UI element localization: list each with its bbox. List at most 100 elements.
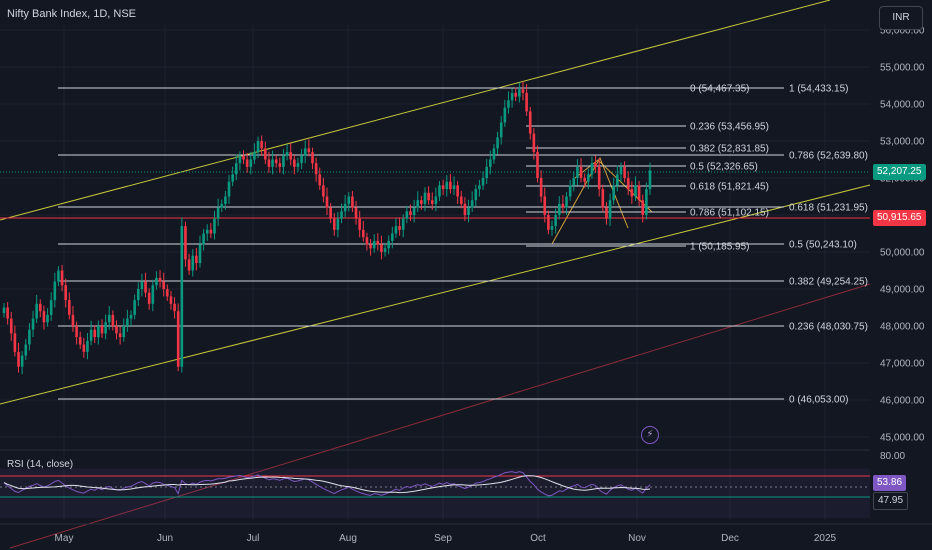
candle-body: [314, 163, 318, 175]
long-trend-line: [9, 283, 871, 549]
pattern-line: [551, 156, 629, 245]
time-tick-label: Dec: [721, 533, 739, 544]
candle-body: [576, 166, 579, 178]
candle-body: [492, 148, 496, 160]
candle-body: [536, 152, 539, 178]
candle-body: [224, 196, 227, 204]
candle-body: [405, 211, 409, 219]
candle-body: [648, 170, 652, 190]
rsi-top-tick: 80.00: [880, 451, 905, 462]
candle-body: [238, 155, 242, 164]
candle-body: [601, 189, 605, 208]
candle-body: [557, 203, 561, 215]
rsi-indicator-label[interactable]: RSI (14, close): [7, 459, 74, 470]
candle-body: [561, 203, 565, 208]
candle-body: [372, 240, 376, 249]
candle-body: [253, 152, 256, 160]
candle-body: [78, 337, 82, 345]
candle-body: [496, 137, 499, 149]
candle-body: [329, 207, 332, 219]
fib-left-label: 0 (54,467.35): [690, 84, 750, 95]
candle-body: [126, 318, 129, 326]
candle-body: [594, 163, 597, 167]
candle-body: [227, 181, 231, 197]
candle-body: [9, 318, 13, 334]
candle-body: [133, 300, 136, 315]
candle-body: [605, 207, 608, 219]
candle-body: [608, 200, 612, 219]
candle-body: [521, 89, 525, 93]
price-tick-label: 47,000.00: [880, 359, 925, 370]
candle-body: [612, 185, 616, 201]
candle-body: [438, 185, 441, 197]
rsi-signal-tag: 47.95: [873, 492, 909, 510]
channel-upper-line: [0, 0, 831, 221]
candle-body: [394, 226, 398, 234]
time-tick-label: May: [55, 533, 74, 544]
time-tick-label: Jun: [157, 533, 173, 544]
candle-body: [343, 203, 347, 212]
candle-body: [347, 196, 351, 204]
chart-title: Nifty Bank Index, 1D, NSE: [7, 8, 136, 20]
candle-body: [31, 318, 35, 330]
candle-body: [75, 326, 78, 338]
candle-body: [176, 311, 180, 367]
time-tick-label: Sep: [434, 533, 452, 544]
candle-body: [452, 185, 456, 190]
candle-body: [470, 200, 474, 208]
candle-body: [71, 314, 75, 326]
candle-body: [322, 185, 325, 197]
candle-body: [191, 255, 195, 271]
bolt-icon[interactable]: ⚡: [641, 426, 659, 444]
time-tick-label: Oct: [530, 533, 546, 544]
line-price-tag: 50,915.65: [873, 210, 926, 226]
fib-left-label: 0.236 (53,456.95): [690, 122, 769, 133]
last-price-tag: 52,207.25: [873, 164, 926, 180]
candle-body: [499, 122, 503, 138]
candle-body: [104, 322, 107, 334]
candle-body: [481, 178, 485, 186]
time-tick-label: Jul: [247, 533, 260, 544]
candle-body: [111, 314, 115, 326]
candle-body: [507, 100, 510, 108]
candle-body: [162, 281, 165, 289]
candle-body: [234, 163, 238, 175]
rsi-signal-line: [3, 475, 651, 494]
candle-body: [489, 159, 492, 167]
candle-body: [568, 185, 572, 197]
candle-body: [474, 189, 478, 201]
currency-button[interactable]: INR: [879, 6, 923, 30]
candle-body: [543, 196, 547, 215]
candle-body: [289, 152, 293, 160]
rsi-pane[interactable]: 80.00: [0, 451, 905, 518]
candle-body: [532, 133, 536, 153]
candle-body: [383, 248, 387, 252]
candle-body: [398, 226, 401, 230]
fib-right-label: 0 (46,053.00): [789, 395, 849, 406]
candle-body: [401, 218, 405, 230]
fib-right-label: 1 (54,433.15): [789, 84, 849, 95]
candle-body: [300, 155, 303, 164]
candle-body: [28, 329, 31, 345]
fib-left-label: 0.5 (52,326.65): [690, 162, 758, 173]
candle-body: [13, 333, 17, 352]
candle-body: [216, 207, 220, 219]
time-axis[interactable]: May Jun Jul Aug Sep Oct Nov Dec 2025: [0, 523, 932, 544]
candle-body: [597, 166, 601, 190]
candle-body: [427, 192, 430, 201]
candle-body: [86, 340, 89, 352]
candle-body: [147, 292, 151, 304]
candle-body: [82, 344, 86, 352]
candle-body: [539, 178, 543, 197]
candle-body: [590, 163, 594, 175]
candle-body: [311, 152, 314, 164]
candle-body: [525, 92, 528, 112]
candle-body: [260, 141, 263, 149]
candle-body: [169, 296, 173, 304]
candle-body: [140, 281, 144, 289]
candle-body: [416, 200, 420, 208]
candle-body: [332, 218, 336, 230]
candle-body: [285, 152, 289, 156]
candles[interactable]: [2, 81, 652, 375]
